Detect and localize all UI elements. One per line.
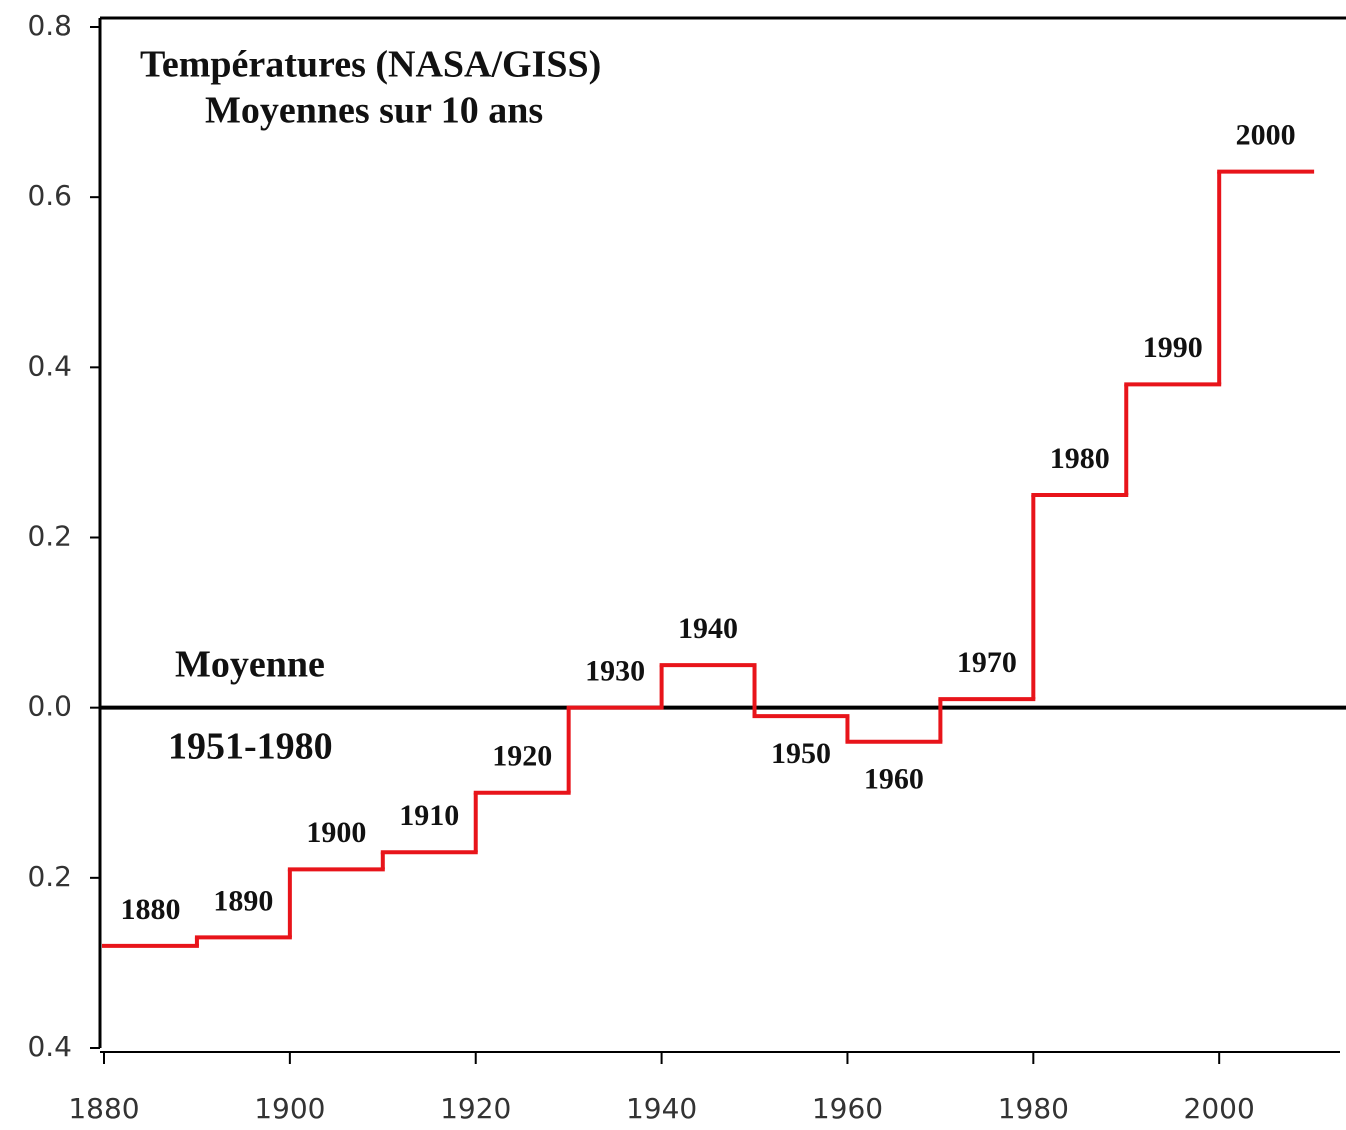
y-tick-label: 0.4 xyxy=(27,349,72,382)
x-tick-label: 1880 xyxy=(68,1092,139,1125)
data-label: 1940 xyxy=(678,612,738,645)
chart-title: Températures (NASA/GISS) xyxy=(140,44,601,86)
x-tick-label: 1920 xyxy=(440,1092,511,1125)
y-tick-label: 0.8 xyxy=(27,9,72,42)
y-tick-label: 0.6 xyxy=(27,179,72,212)
x-tick-label: 1960 xyxy=(812,1092,883,1125)
annotation: 1951-1980 xyxy=(168,726,333,768)
x-tick-label: 1980 xyxy=(998,1092,1069,1125)
data-label: 1920 xyxy=(492,740,552,773)
data-label: 1900 xyxy=(306,816,366,849)
y-tick-label: 0.0 xyxy=(27,690,72,723)
data-label: 1970 xyxy=(957,646,1017,679)
data-label: 2000 xyxy=(1236,119,1296,152)
y-tick-label: 0.4 xyxy=(27,1030,72,1063)
data-label: 1910 xyxy=(399,799,459,832)
data-label: 1960 xyxy=(864,763,924,796)
x-tick-label: 1940 xyxy=(626,1092,697,1125)
y-tick-label: 0.2 xyxy=(27,520,72,553)
data-label: 1990 xyxy=(1143,331,1203,364)
chart-subtitle: Moyennes sur 10 ans xyxy=(205,90,543,132)
data-label: 1890 xyxy=(213,884,273,917)
data-label: 1930 xyxy=(585,655,645,688)
y-tick-label: 0.2 xyxy=(27,860,72,893)
x-tick-label: 2000 xyxy=(1184,1092,1255,1125)
x-tick-label: 1900 xyxy=(254,1092,325,1125)
data-label: 1980 xyxy=(1050,442,1110,475)
data-label: 1950 xyxy=(771,737,831,770)
annotation: Moyenne xyxy=(175,644,325,686)
data-label: 1880 xyxy=(120,893,180,926)
